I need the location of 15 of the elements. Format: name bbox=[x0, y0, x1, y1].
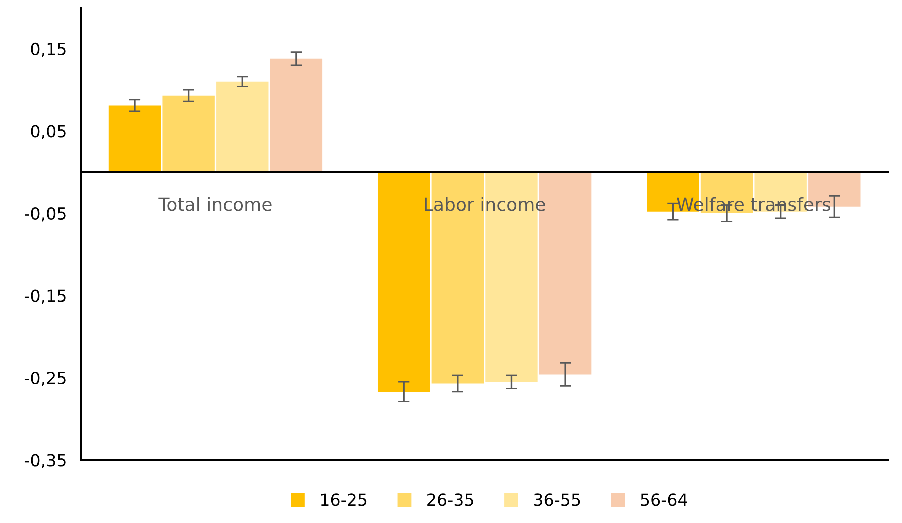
legend-label: 36-55 bbox=[534, 494, 580, 506]
y-tick-label: -0,25 bbox=[24, 372, 66, 386]
legend-label: 56-64 bbox=[641, 494, 688, 506]
y-tick-label: 0,05 bbox=[31, 125, 66, 140]
y-tick-label: -0,05 bbox=[24, 207, 66, 222]
y-tick-label: 0,15 bbox=[31, 42, 66, 58]
bar bbox=[162, 96, 215, 172]
legend-label: 16-25 bbox=[321, 494, 367, 506]
x-tick-label: Total income bbox=[158, 197, 272, 212]
bar bbox=[216, 82, 269, 172]
legend-label: 26-35 bbox=[428, 494, 474, 506]
y-tick-label: -0,35 bbox=[24, 454, 66, 469]
y-tick-label: -0,15 bbox=[24, 290, 66, 304]
bar bbox=[270, 58, 323, 172]
bar bbox=[108, 106, 162, 172]
